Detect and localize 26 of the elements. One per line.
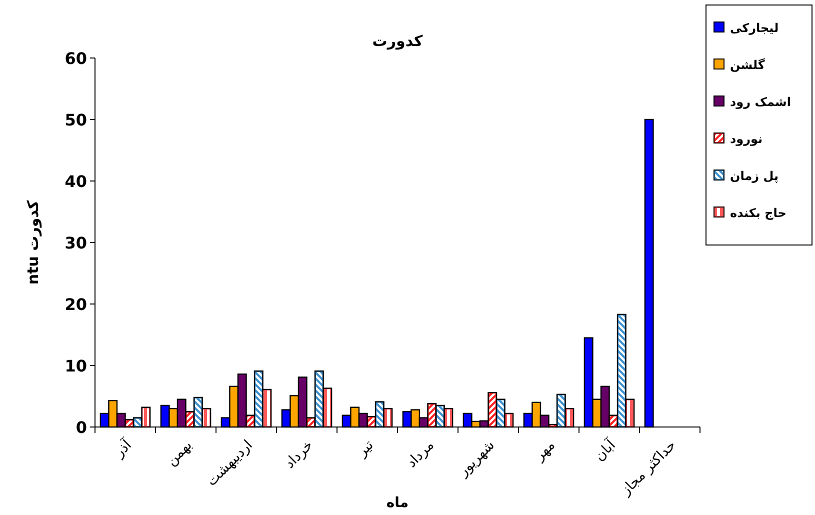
x-axis-title: ماه	[386, 495, 409, 511]
y-tick-label: 0	[76, 418, 87, 437]
legend-label: پل زمان	[730, 169, 778, 183]
x-tick-label: تیر	[354, 437, 377, 461]
legend-label: حاج بکنده	[730, 206, 786, 220]
chart-title: کدورت	[372, 32, 423, 50]
y-tick-label: 20	[64, 295, 87, 314]
y-tick-label: 50	[64, 110, 87, 130]
x-tick-label: آبان	[590, 435, 620, 464]
x-tick-label: مهر	[531, 437, 558, 465]
x-tick-label: خرداد	[282, 437, 316, 472]
x-tick-label: بهمن	[163, 437, 196, 470]
x-tick-label: حداکثر مجاز	[617, 437, 680, 500]
legend-label: نورود	[730, 132, 763, 146]
legend-label: اشمک رود	[730, 95, 791, 109]
legend-label: گلشن	[730, 58, 765, 72]
y-tick-label: 60	[64, 49, 87, 68]
y-axis-title: ntu کدورت	[24, 200, 42, 285]
y-tick-label: 30	[64, 234, 87, 252]
legend-label: لیجارکی	[730, 21, 779, 35]
y-tick-label: 10	[64, 356, 87, 376]
x-tick-label: اردیبهشت	[204, 437, 256, 490]
x-tick-label: مرداد	[404, 437, 438, 471]
x-tick-label: آذر	[109, 435, 136, 462]
y-tick-label: 40	[64, 172, 87, 191]
x-tick-label: شهریور	[454, 437, 498, 480]
